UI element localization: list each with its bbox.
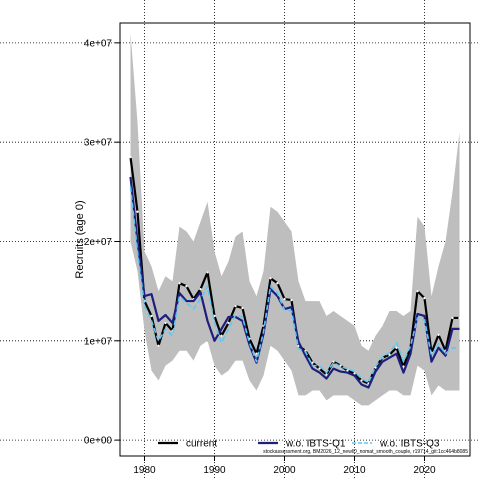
plot-frame bbox=[119, 22, 471, 457]
legend-label-1: w.o. IBTS-Q1 bbox=[285, 439, 346, 450]
series-point bbox=[269, 277, 272, 280]
series-point bbox=[311, 361, 314, 364]
series-point bbox=[332, 360, 335, 363]
y-tick-label: 1e+07 bbox=[84, 336, 113, 347]
series-point bbox=[276, 281, 279, 285]
series-point bbox=[255, 352, 258, 355]
series-point bbox=[451, 316, 454, 320]
series-line-1 bbox=[129, 176, 460, 389]
footnote-text: stockassessment.org, BM2026_12_newID_nom… bbox=[263, 449, 468, 455]
series-point bbox=[241, 306, 244, 310]
series-point bbox=[416, 289, 419, 293]
series-point bbox=[199, 287, 202, 291]
series-point bbox=[395, 346, 398, 349]
x-tick-label: 2000 bbox=[273, 465, 296, 476]
series-point bbox=[318, 367, 321, 370]
legend: current w.o. IBTS-Q1 w.o. IBTS-Q3 bbox=[158, 439, 440, 450]
y-tick-label: 3e+07 bbox=[84, 138, 113, 149]
series-point bbox=[458, 316, 461, 320]
x-tick-label: 1980 bbox=[133, 465, 156, 476]
series-lines-group bbox=[129, 155, 461, 389]
y-axis-title: Recruits (age 0) bbox=[74, 200, 86, 278]
series-point bbox=[129, 155, 132, 159]
x-tick-label: 2020 bbox=[413, 465, 436, 476]
series-point bbox=[227, 321, 230, 325]
confidence-band-group bbox=[130, 32, 460, 406]
series-point bbox=[150, 314, 153, 318]
x-tick-label: 2010 bbox=[343, 465, 366, 476]
series-point bbox=[388, 353, 391, 356]
series-point bbox=[339, 364, 342, 367]
series-point bbox=[206, 271, 209, 274]
series-point bbox=[423, 296, 426, 300]
series-point bbox=[325, 373, 328, 376]
series-point bbox=[185, 284, 188, 288]
series-point bbox=[157, 344, 160, 347]
series-point bbox=[220, 334, 223, 338]
series-point bbox=[178, 281, 181, 285]
series-point bbox=[402, 365, 405, 368]
series-point bbox=[346, 369, 349, 372]
series-point bbox=[437, 333, 440, 337]
y-tick-label: 4e+07 bbox=[84, 38, 113, 49]
confidence-band bbox=[130, 32, 460, 406]
series-point bbox=[283, 297, 286, 301]
x-tick-label: 1990 bbox=[203, 465, 226, 476]
series-point bbox=[164, 321, 167, 325]
axes-group: 0e+00 1e+07 2e+07 3e+07 4e+07 1980 1990 2000 201… bbox=[84, 38, 436, 476]
series-point bbox=[290, 298, 293, 302]
legend-label-0: current bbox=[186, 439, 217, 450]
series-point bbox=[360, 379, 363, 382]
series-point bbox=[136, 210, 139, 213]
legend-label-2: w.o. IBTS-Q3 bbox=[379, 439, 440, 450]
y-tick-label: 0e+00 bbox=[84, 436, 113, 447]
y-tick-label: 2e+07 bbox=[84, 237, 113, 248]
series-point bbox=[234, 304, 237, 308]
